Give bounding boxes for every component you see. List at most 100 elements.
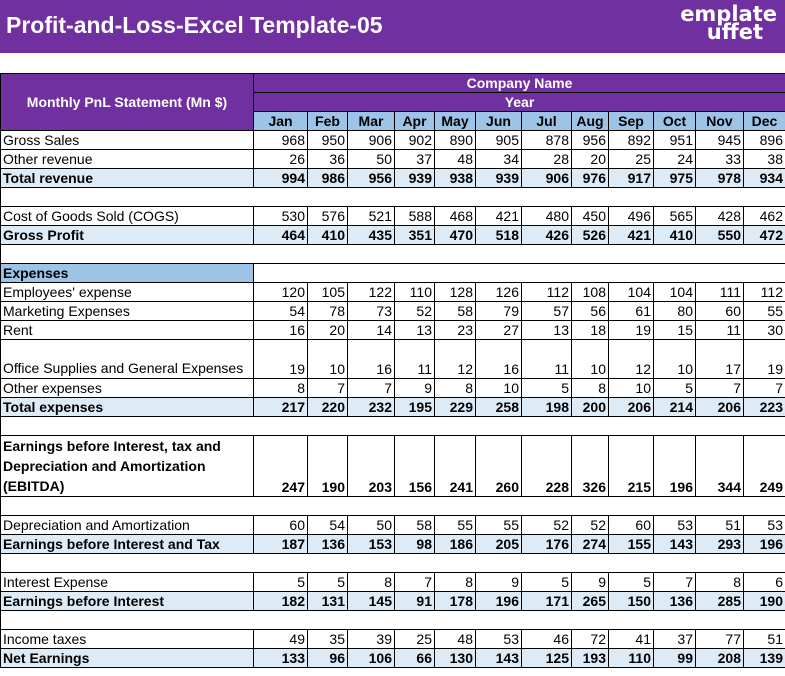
cell-dec[interactable]: 112 (743, 282, 785, 302)
cell-sep[interactable]: 206 (608, 397, 654, 417)
cell-apr[interactable]: 939 (394, 168, 435, 188)
cell-jun[interactable]: 258 (475, 397, 522, 417)
cell-aug[interactable]: 10 (571, 339, 609, 379)
cell-jun[interactable]: 518 (475, 225, 522, 245)
cell-mar[interactable]: 50 (347, 515, 395, 535)
cell-apr[interactable]: 52 (394, 301, 435, 321)
cell-dec[interactable]: 139 (743, 648, 785, 668)
cell-jan[interactable]: 968 (253, 130, 308, 150)
cell-may[interactable]: 470 (434, 225, 476, 245)
cell-jul[interactable]: 171 (521, 591, 572, 611)
cell-nov[interactable]: 11 (695, 320, 744, 340)
cell-apr[interactable]: 7 (394, 572, 435, 592)
cell-sep[interactable]: 25 (608, 149, 654, 169)
cell-dec[interactable]: 53 (743, 515, 785, 535)
cell-feb[interactable]: 35 (307, 629, 348, 649)
cell-dec[interactable]: 196 (743, 534, 785, 554)
cell-jun[interactable]: 9 (475, 572, 522, 592)
cell-feb[interactable]: 54 (307, 515, 348, 535)
cell-oct[interactable]: 5 (653, 378, 696, 398)
cell-aug[interactable]: 274 (571, 534, 609, 554)
cell-dec[interactable]: 249 (743, 435, 785, 497)
cell-nov[interactable]: 8 (695, 572, 744, 592)
cell-jan[interactable]: 8 (253, 378, 308, 398)
cell-nov[interactable]: 51 (695, 515, 744, 535)
cell-aug[interactable]: 200 (571, 397, 609, 417)
cell-dec[interactable]: 7 (743, 378, 785, 398)
cell-jan[interactable]: 60 (253, 515, 308, 535)
cell-feb[interactable]: 190 (307, 435, 348, 497)
cell-jun[interactable]: 27 (475, 320, 522, 340)
cell-feb[interactable]: 410 (307, 225, 348, 245)
cell-dec[interactable]: 190 (743, 591, 785, 611)
cell-jun[interactable]: 421 (475, 206, 522, 226)
cell-jul[interactable]: 5 (521, 572, 572, 592)
cell-jul[interactable]: 28 (521, 149, 572, 169)
cell-oct[interactable]: 196 (653, 435, 696, 497)
cell-nov[interactable]: 206 (695, 397, 744, 417)
cell-sep[interactable]: 892 (608, 130, 654, 150)
cell-aug[interactable]: 526 (571, 225, 609, 245)
cell-may[interactable]: 55 (434, 515, 476, 535)
cell-nov[interactable]: 17 (695, 339, 744, 379)
cell-nov[interactable]: 344 (695, 435, 744, 497)
cell-aug[interactable]: 8 (571, 378, 609, 398)
cell-mar[interactable]: 906 (347, 130, 395, 150)
cell-apr[interactable]: 11 (394, 339, 435, 379)
cell-sep[interactable]: 496 (608, 206, 654, 226)
cell-nov[interactable]: 945 (695, 130, 744, 150)
cell-feb[interactable]: 5 (307, 572, 348, 592)
cell-apr[interactable]: 66 (394, 648, 435, 668)
cell-apr[interactable]: 9 (394, 378, 435, 398)
cell-mar[interactable]: 153 (347, 534, 395, 554)
cell-dec[interactable]: 55 (743, 301, 785, 321)
cell-apr[interactable]: 58 (394, 515, 435, 535)
cell-dec[interactable]: 30 (743, 320, 785, 340)
cell-may[interactable]: 8 (434, 572, 476, 592)
cell-mar[interactable]: 39 (347, 629, 395, 649)
cell-sep[interactable]: 150 (608, 591, 654, 611)
cell-nov[interactable]: 33 (695, 149, 744, 169)
cell-jul[interactable]: 176 (521, 534, 572, 554)
cell-jun[interactable]: 16 (475, 339, 522, 379)
cell-mar[interactable]: 435 (347, 225, 395, 245)
cell-sep[interactable]: 110 (608, 648, 654, 668)
cell-oct[interactable]: 104 (653, 282, 696, 302)
cell-jun[interactable]: 939 (475, 168, 522, 188)
cell-dec[interactable]: 472 (743, 225, 785, 245)
cell-jan[interactable]: 49 (253, 629, 308, 649)
year-header[interactable]: Year (253, 92, 785, 112)
cell-feb[interactable]: 7 (307, 378, 348, 398)
cell-may[interactable]: 130 (434, 648, 476, 668)
cell-may[interactable]: 48 (434, 629, 476, 649)
cell-sep[interactable]: 60 (608, 515, 654, 535)
cell-feb[interactable]: 576 (307, 206, 348, 226)
cell-oct[interactable]: 136 (653, 591, 696, 611)
cell-oct[interactable]: 214 (653, 397, 696, 417)
cell-may[interactable]: 229 (434, 397, 476, 417)
cell-nov[interactable]: 293 (695, 534, 744, 554)
cell-nov[interactable]: 208 (695, 648, 744, 668)
cell-may[interactable]: 23 (434, 320, 476, 340)
cell-oct[interactable]: 24 (653, 149, 696, 169)
cell-jan[interactable]: 464 (253, 225, 308, 245)
cell-sep[interactable]: 917 (608, 168, 654, 188)
cell-jul[interactable]: 11 (521, 339, 572, 379)
cell-mar[interactable]: 145 (347, 591, 395, 611)
cell-nov[interactable]: 978 (695, 168, 744, 188)
cell-mar[interactable]: 106 (347, 648, 395, 668)
cell-jul[interactable]: 426 (521, 225, 572, 245)
cell-apr[interactable]: 13 (394, 320, 435, 340)
cell-jun[interactable]: 260 (475, 435, 522, 497)
cell-feb[interactable]: 20 (307, 320, 348, 340)
cell-may[interactable]: 12 (434, 339, 476, 379)
cell-feb[interactable]: 36 (307, 149, 348, 169)
cell-may[interactable]: 58 (434, 301, 476, 321)
cell-apr[interactable]: 588 (394, 206, 435, 226)
cell-apr[interactable]: 902 (394, 130, 435, 150)
company-name-header[interactable]: Company Name (253, 73, 785, 93)
cell-aug[interactable]: 450 (571, 206, 609, 226)
cell-jan[interactable]: 217 (253, 397, 308, 417)
cell-dec[interactable]: 6 (743, 572, 785, 592)
cell-nov[interactable]: 428 (695, 206, 744, 226)
